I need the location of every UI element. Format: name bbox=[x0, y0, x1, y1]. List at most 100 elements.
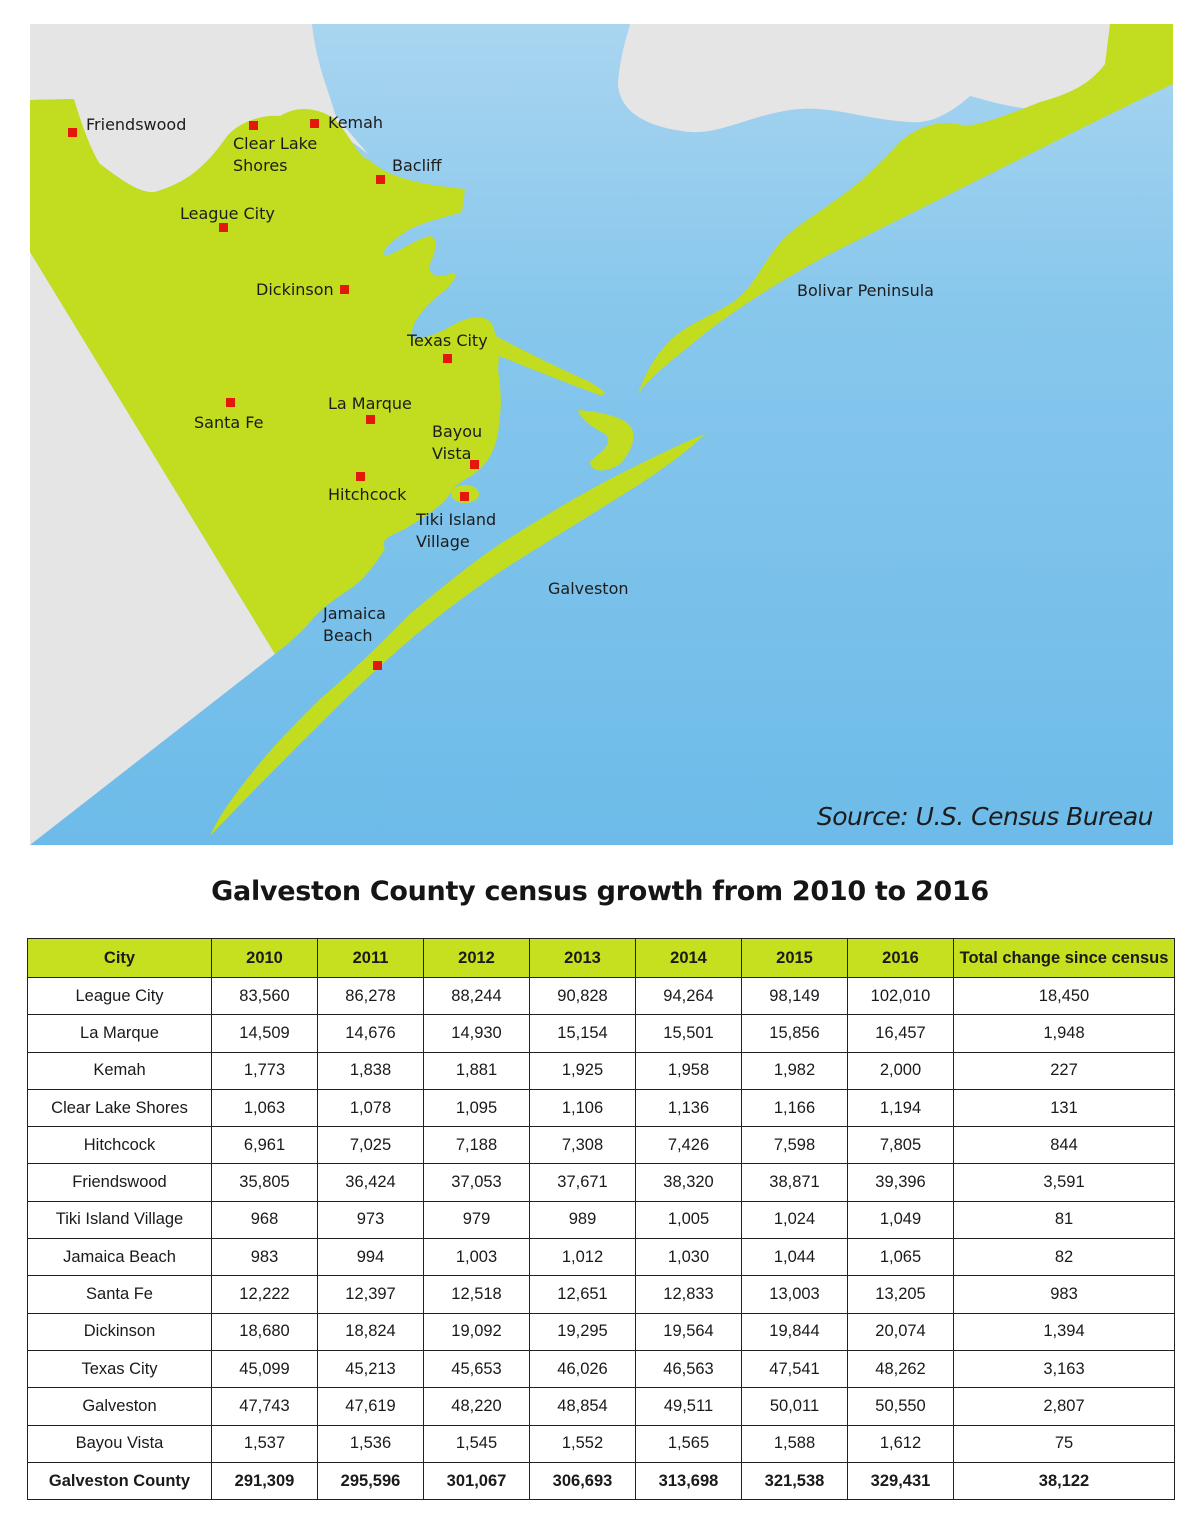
value-cell: 1,136 bbox=[635, 1088, 742, 1128]
table-row: Jamaica Beach 983 994 1,003 1,012 1,030 1,044 1… bbox=[27, 1238, 1175, 1277]
table-row: Bayou Vista 1,537 1,536 1,545 1,552 1,565 1,58… bbox=[27, 1424, 1175, 1463]
column-header: 2012 bbox=[423, 938, 530, 978]
value-cell: 1,565 bbox=[635, 1424, 742, 1463]
value-cell: 1,106 bbox=[529, 1088, 636, 1128]
table-row: Kemah 1,773 1,838 1,881 1,925 1,958 1,982 2,000… bbox=[27, 1051, 1175, 1090]
column-header: 2015 bbox=[741, 938, 848, 978]
column-header: City bbox=[27, 938, 212, 978]
column-header: 2014 bbox=[635, 938, 742, 978]
value-cell: 12,397 bbox=[317, 1275, 424, 1314]
value-cell: 983 bbox=[211, 1238, 318, 1277]
outside-land-west bbox=[30, 24, 368, 193]
value-cell: 1,958 bbox=[635, 1051, 742, 1090]
value-cell: 19,564 bbox=[635, 1312, 742, 1351]
marker-kemah-icon bbox=[310, 119, 319, 128]
city-cell: Friendswood bbox=[27, 1163, 212, 1202]
value-cell: 15,154 bbox=[529, 1014, 636, 1053]
value-cell: 46,563 bbox=[635, 1349, 742, 1389]
marker-texas-city-icon bbox=[443, 354, 452, 363]
value-cell: 13,205 bbox=[847, 1275, 954, 1314]
census-table: City 2010 2011 2012 2013 2014 2015 2016 Total ch… bbox=[27, 938, 1175, 1501]
value-cell: 18,824 bbox=[317, 1312, 424, 1351]
city-cell: Clear Lake Shores bbox=[27, 1088, 212, 1128]
column-header: 2013 bbox=[529, 938, 636, 978]
value-cell: 19,092 bbox=[423, 1312, 530, 1351]
value-cell: 36,424 bbox=[317, 1163, 424, 1202]
mainland bbox=[30, 99, 501, 654]
table-row: League City 83,560 86,278 88,244 90,828 94,26… bbox=[27, 976, 1175, 1016]
value-cell: 83,560 bbox=[211, 976, 318, 1016]
value-cell: 1,537 bbox=[211, 1424, 318, 1463]
value-cell: 1,925 bbox=[529, 1051, 636, 1090]
city-cell: Kemah bbox=[27, 1051, 212, 1090]
value-cell: 1,003 bbox=[423, 1238, 530, 1277]
marker-clear-lake-shores-icon bbox=[249, 121, 258, 130]
city-cell: Santa Fe bbox=[27, 1275, 212, 1314]
value-cell: 1,536 bbox=[317, 1424, 424, 1463]
value-cell: 81 bbox=[953, 1200, 1175, 1240]
value-cell: 1,095 bbox=[423, 1088, 530, 1128]
table-row: Hitchcock 6,961 7,025 7,188 7,308 7,426 7,598 7… bbox=[27, 1126, 1175, 1165]
value-cell: 1,948 bbox=[953, 1014, 1175, 1053]
value-cell: 7,426 bbox=[635, 1126, 742, 1165]
value-cell: 49,511 bbox=[635, 1387, 742, 1426]
place-label-bayou-vista: Bayou Vista bbox=[432, 422, 483, 463]
value-cell: 38,871 bbox=[741, 1163, 848, 1202]
table-title: Galveston County census growth from 2010… bbox=[211, 876, 989, 907]
value-cell: 2,000 bbox=[847, 1051, 954, 1090]
column-header: 2011 bbox=[317, 938, 424, 978]
value-cell: 14,676 bbox=[317, 1014, 424, 1053]
place-label-jamaica-beach: Jamaica Beach bbox=[323, 604, 386, 645]
marker-la-marque-icon bbox=[366, 415, 375, 424]
place-label-bacliff: Bacliff bbox=[392, 156, 442, 175]
marker-bacliff-icon bbox=[376, 175, 385, 184]
value-cell: 45,213 bbox=[317, 1349, 424, 1389]
place-label-dickinson: Dickinson bbox=[256, 280, 334, 299]
value-cell: 1,394 bbox=[953, 1312, 1175, 1351]
value-cell: 979 bbox=[423, 1200, 530, 1240]
city-cell: League City bbox=[27, 976, 212, 1016]
value-cell: 1,030 bbox=[635, 1238, 742, 1277]
place-label-kemah: Kemah bbox=[328, 113, 384, 132]
value-cell: 102,010 bbox=[847, 976, 954, 1016]
table-row: Tiki Island Village 968 973 979 989 1,005 1,02… bbox=[27, 1200, 1175, 1240]
value-cell: 1,012 bbox=[529, 1238, 636, 1277]
value-cell: 35,805 bbox=[211, 1163, 318, 1202]
table-row: Santa Fe 12,222 12,397 12,518 12,651 12,833 13… bbox=[27, 1275, 1175, 1314]
value-cell: 15,501 bbox=[635, 1014, 742, 1053]
place-label-la-marque: La Marque bbox=[328, 394, 412, 413]
value-cell: 38,320 bbox=[635, 1163, 742, 1202]
value-cell: 88,244 bbox=[423, 976, 530, 1016]
value-cell: 7,598 bbox=[741, 1126, 848, 1165]
value-cell: 39,396 bbox=[847, 1163, 954, 1202]
value-cell: 14,509 bbox=[211, 1014, 318, 1053]
table-row: Texas City 45,099 45,213 45,653 46,026 46,563… bbox=[27, 1349, 1175, 1389]
city-cell: Bayou Vista bbox=[27, 1424, 212, 1463]
table-row: Dickinson 18,680 18,824 19,092 19,295 19,564 1… bbox=[27, 1312, 1175, 1351]
map-graphic bbox=[30, 24, 1173, 845]
value-cell: 7,805 bbox=[847, 1126, 954, 1165]
value-cell: 14,930 bbox=[423, 1014, 530, 1053]
value-cell: 48,220 bbox=[423, 1387, 530, 1426]
value-cell: 973 bbox=[317, 1200, 424, 1240]
value-cell: 1,049 bbox=[847, 1200, 954, 1240]
value-cell: 37,053 bbox=[423, 1163, 530, 1202]
place-label-bolivar-peninsula: Bolivar Peninsula bbox=[797, 281, 934, 300]
value-cell: 1,773 bbox=[211, 1051, 318, 1090]
value-cell: 48,262 bbox=[847, 1349, 954, 1389]
marker-dickinson-icon bbox=[340, 285, 349, 294]
value-cell: 50,550 bbox=[847, 1387, 954, 1426]
value-cell: 20,074 bbox=[847, 1312, 954, 1351]
total-value-cell: 313,698 bbox=[635, 1461, 742, 1501]
value-cell: 1,005 bbox=[635, 1200, 742, 1240]
value-cell: 18,680 bbox=[211, 1312, 318, 1351]
marker-santa-fe-icon bbox=[226, 398, 235, 407]
city-cell: Texas City bbox=[27, 1349, 212, 1389]
value-cell: 12,833 bbox=[635, 1275, 742, 1314]
value-cell: 1,612 bbox=[847, 1424, 954, 1463]
value-cell: 45,099 bbox=[211, 1349, 318, 1389]
value-cell: 47,541 bbox=[741, 1349, 848, 1389]
bolivar-peninsula bbox=[638, 24, 1173, 394]
value-cell: 16,457 bbox=[847, 1014, 954, 1053]
total-value-cell: 329,431 bbox=[847, 1461, 954, 1501]
